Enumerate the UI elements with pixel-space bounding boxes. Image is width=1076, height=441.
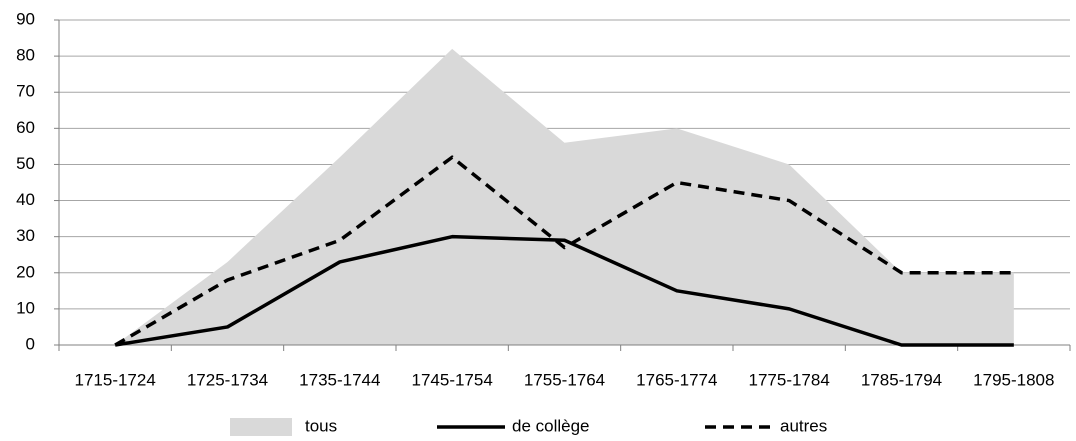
line bbox=[114, 234, 1014, 347]
x-tick-label: 1715-1724 bbox=[75, 370, 156, 389]
x-tick-label: 1765-1774 bbox=[636, 370, 717, 389]
legend-label: tous bbox=[305, 416, 337, 435]
x-tick-label: 1745-1754 bbox=[412, 370, 493, 389]
y-tick-label: 0 bbox=[26, 334, 35, 353]
x-tick-label: 1775-1784 bbox=[749, 370, 830, 389]
y-tick-label: 90 bbox=[16, 9, 35, 28]
y-tick-label: 70 bbox=[16, 82, 35, 101]
legend-label: de collège bbox=[512, 416, 590, 435]
y-tick-label: 20 bbox=[16, 262, 35, 281]
x-tick-label: 1785-1794 bbox=[861, 370, 942, 389]
y-tick-label: 40 bbox=[16, 190, 35, 209]
y-tick-label: 50 bbox=[16, 154, 35, 173]
y-tick-label: 60 bbox=[16, 118, 35, 137]
y-tick-label: 80 bbox=[16, 46, 35, 65]
x-tick-label: 1755-1764 bbox=[524, 370, 605, 389]
legend-label: autres bbox=[780, 416, 827, 435]
legend-swatch bbox=[230, 418, 292, 436]
line bbox=[114, 155, 1014, 347]
x-tick-label: 1735-1744 bbox=[299, 370, 380, 389]
area bbox=[115, 48, 1014, 346]
x-tick-label: 1795-1808 bbox=[973, 370, 1054, 389]
x-tick-label: 1725-1734 bbox=[187, 370, 268, 389]
y-tick-label: 10 bbox=[16, 298, 35, 317]
y-tick-label: 30 bbox=[16, 226, 35, 245]
